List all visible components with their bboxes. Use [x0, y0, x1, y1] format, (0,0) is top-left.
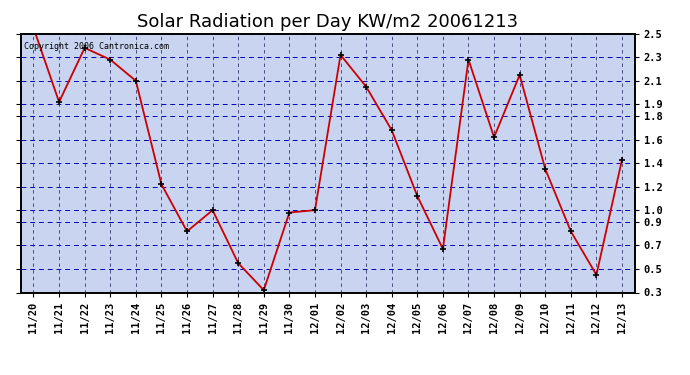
Title: Solar Radiation per Day KW/m2 20061213: Solar Radiation per Day KW/m2 20061213: [137, 13, 518, 31]
Text: Copyright 2006 Cantronica.com: Copyright 2006 Cantronica.com: [23, 42, 169, 51]
